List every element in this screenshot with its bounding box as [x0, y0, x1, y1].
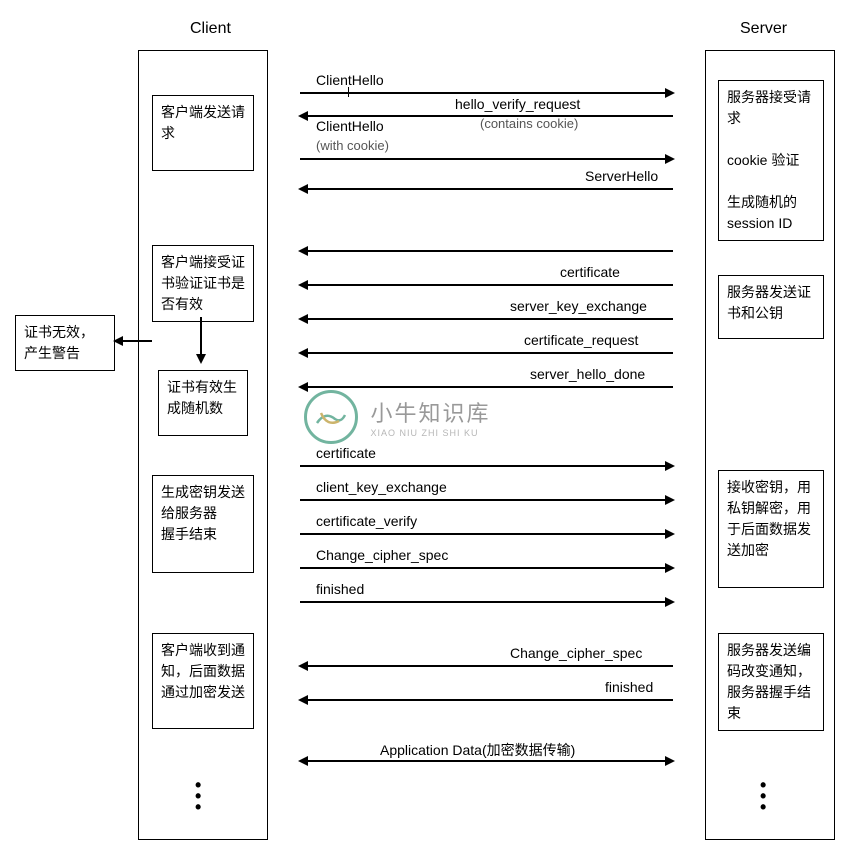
client-box-1: 客户端接受证书验证证书是否有效: [152, 245, 254, 322]
msg-arrow-7: [300, 352, 673, 354]
watermark-en: XIAO NIU ZHI SHI KU: [370, 428, 490, 438]
arrow-cert-valid: [200, 317, 202, 362]
msg-label-11: certificate_verify: [316, 513, 417, 529]
msg-label-12: Change_cipher_spec: [316, 547, 448, 563]
msg-label-9: certificate: [316, 445, 376, 461]
msg-label-16: Application Data(加密数据传输): [380, 740, 575, 760]
watermark: 小牛知识库 XIAO NIU ZHI SHI KU: [304, 390, 490, 444]
msg-arrow-0: [300, 92, 673, 94]
server-box-2: 接收密钥，用私钥解密，用于后面数据发送加密: [718, 470, 824, 588]
msg-sub-2: (with cookie): [316, 138, 389, 153]
tick-0: [348, 87, 349, 97]
watermark-cn: 小牛知识库: [370, 396, 490, 428]
msg-arrow-10: [300, 499, 673, 501]
msg-arrow-8: [300, 386, 673, 388]
watermark-icon: [304, 390, 358, 444]
msg-arrow-3: [300, 188, 673, 190]
invalid-cert-box: 证书无效，产生警告: [15, 315, 115, 371]
msg-arrow-6: [300, 318, 673, 320]
msg-arrow-9: [300, 465, 673, 467]
msg-label-10: client_key_exchange: [316, 479, 447, 495]
msg-label-8: server_hello_done: [530, 366, 645, 382]
msg-arrow-2: [300, 158, 673, 160]
server-box-1: 服务器发送证书和公钥: [718, 275, 824, 339]
client-box-0: 客户端发送请求: [152, 95, 254, 171]
msg-label-14: Change_cipher_spec: [510, 645, 642, 661]
msg-arrow-14: [300, 665, 673, 667]
msg-arrow-15: [300, 699, 673, 701]
msg-arrow-16: [300, 760, 673, 762]
msg-sub-1: (contains cookie): [480, 116, 578, 131]
msg-label-6: server_key_exchange: [510, 298, 647, 314]
msg-label-1: hello_verify_request: [455, 96, 580, 112]
msg-arrow-13: [300, 601, 673, 603]
client-title: Client: [190, 20, 231, 38]
client-box-3: 生成密钥发送给服务器 握手结束: [152, 475, 254, 573]
msg-label-3: ServerHello: [585, 168, 658, 184]
msg-label-0: ClientHello: [316, 72, 384, 88]
msg-label-5: certificate: [560, 264, 620, 280]
arrow-to-warning: [115, 340, 152, 342]
msg-label-15: finished: [605, 679, 653, 695]
ellipsis-0: •••: [195, 780, 201, 812]
msg-label-13: finished: [316, 581, 364, 597]
msg-label-7: certificate_request: [524, 332, 638, 348]
msg-arrow-11: [300, 533, 673, 535]
ellipsis-1: •••: [760, 780, 766, 812]
server-box-3: 服务器发送编码改变通知，服务器握手结束: [718, 633, 824, 731]
client-box-2: 证书有效生成随机数: [158, 370, 248, 436]
client-box-4: 客户端收到通知，后面数据通过加密发送: [152, 633, 254, 729]
msg-label-2: ClientHello: [316, 118, 384, 134]
msg-arrow-4: [300, 250, 673, 252]
server-box-0: 服务器接受请求 cookie 验证 生成随机的session ID: [718, 80, 824, 241]
msg-arrow-12: [300, 567, 673, 569]
server-title: Server: [740, 20, 787, 38]
msg-arrow-5: [300, 284, 673, 286]
